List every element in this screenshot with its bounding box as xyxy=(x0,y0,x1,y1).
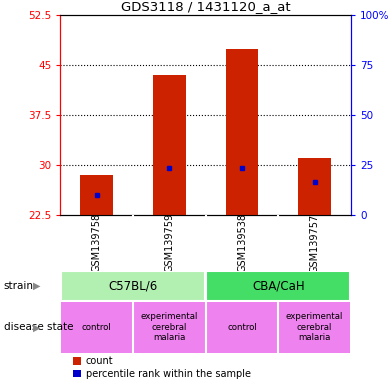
Text: ▶: ▶ xyxy=(33,322,41,333)
Text: disease state: disease state xyxy=(4,322,73,333)
Legend: count, percentile rank within the sample: count, percentile rank within the sample xyxy=(73,356,251,379)
Text: experimental
cerebral
malaria: experimental cerebral malaria xyxy=(141,313,198,342)
Text: GSM139759: GSM139759 xyxy=(165,214,174,272)
Bar xyxy=(61,271,205,301)
Bar xyxy=(61,302,132,353)
Text: GSM139538: GSM139538 xyxy=(237,214,247,272)
Title: GDS3118 / 1431120_a_at: GDS3118 / 1431120_a_at xyxy=(121,0,291,13)
Text: GSM139757: GSM139757 xyxy=(310,213,320,273)
Text: control: control xyxy=(82,323,112,332)
Bar xyxy=(206,271,350,301)
Text: CBA/CaH: CBA/CaH xyxy=(252,280,305,293)
Bar xyxy=(80,175,113,215)
Text: GSM139758: GSM139758 xyxy=(92,214,102,272)
Text: strain: strain xyxy=(4,281,34,291)
Text: experimental
cerebral
malaria: experimental cerebral malaria xyxy=(286,313,343,342)
Bar xyxy=(133,302,205,353)
Bar xyxy=(279,302,350,353)
Text: ▶: ▶ xyxy=(33,281,41,291)
Text: C57BL/6: C57BL/6 xyxy=(108,280,158,293)
Bar xyxy=(206,302,278,353)
Bar xyxy=(298,159,331,215)
Text: control: control xyxy=(227,323,257,332)
Bar xyxy=(226,49,259,215)
Bar xyxy=(153,75,186,215)
